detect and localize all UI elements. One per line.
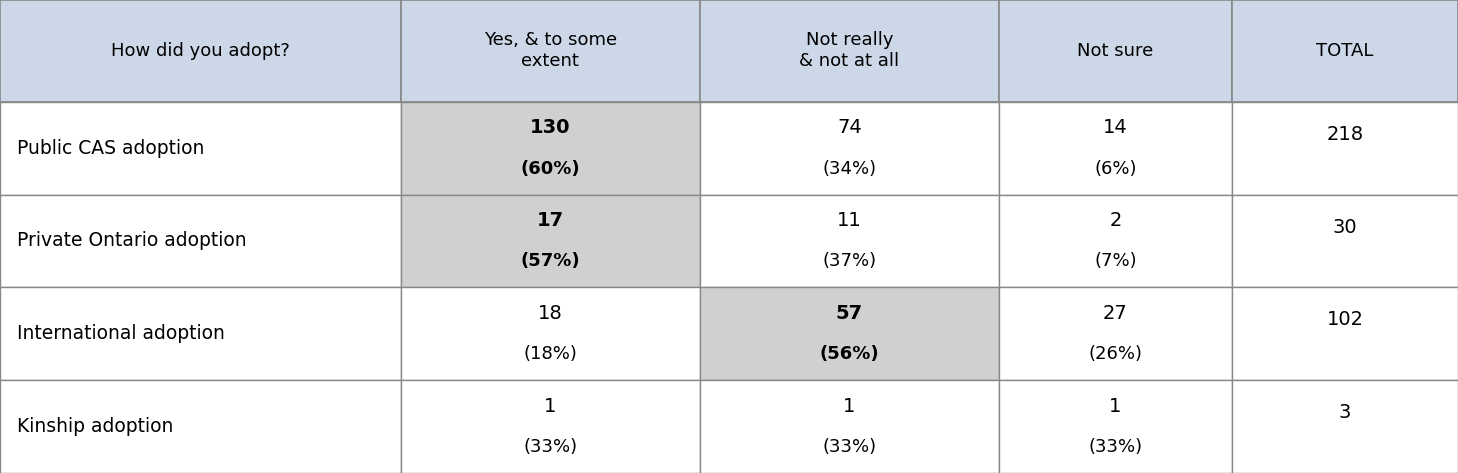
Text: 14: 14: [1104, 118, 1127, 137]
Text: (33%): (33%): [1088, 438, 1143, 456]
Bar: [1232, 194, 1458, 287]
Bar: [401, 102, 700, 194]
Text: How did you adopt?: How did you adopt?: [111, 42, 290, 60]
Text: Public CAS adoption: Public CAS adoption: [17, 139, 206, 158]
Bar: [0, 380, 401, 473]
Text: (18%): (18%): [523, 345, 577, 363]
Bar: [0, 102, 401, 194]
Text: 3: 3: [1338, 403, 1352, 422]
Text: (57%): (57%): [521, 253, 580, 271]
Bar: [401, 194, 700, 287]
Text: 11: 11: [837, 211, 862, 230]
Text: 30: 30: [1333, 218, 1357, 236]
Text: (7%): (7%): [1094, 253, 1137, 271]
Text: Private Ontario adoption: Private Ontario adoption: [17, 231, 246, 250]
Text: 1: 1: [843, 397, 856, 416]
Text: (33%): (33%): [822, 438, 876, 456]
Text: Yes, & to some
extent: Yes, & to some extent: [484, 31, 617, 70]
Text: (34%): (34%): [822, 159, 876, 177]
Bar: [700, 380, 999, 473]
Bar: [700, 0, 999, 102]
Text: Not really
& not at all: Not really & not at all: [799, 31, 900, 70]
Bar: [1232, 0, 1458, 102]
Text: (6%): (6%): [1094, 159, 1137, 177]
Text: 218: 218: [1327, 125, 1363, 144]
Text: (33%): (33%): [523, 438, 577, 456]
Text: 18: 18: [538, 304, 563, 323]
Bar: [0, 287, 401, 380]
Bar: [999, 287, 1232, 380]
Text: 57: 57: [835, 304, 863, 323]
Text: 2: 2: [1110, 211, 1121, 230]
Bar: [999, 102, 1232, 194]
Text: 102: 102: [1327, 310, 1363, 329]
Text: 1: 1: [544, 397, 557, 416]
Text: International adoption: International adoption: [17, 324, 226, 343]
Bar: [401, 0, 700, 102]
Bar: [999, 380, 1232, 473]
Bar: [0, 0, 401, 102]
Bar: [700, 287, 999, 380]
Text: TOTAL: TOTAL: [1317, 42, 1373, 60]
Bar: [401, 287, 700, 380]
Text: 130: 130: [531, 118, 570, 137]
Text: Not sure: Not sure: [1077, 42, 1153, 60]
Text: (60%): (60%): [521, 159, 580, 177]
Bar: [999, 0, 1232, 102]
Bar: [1232, 380, 1458, 473]
Bar: [1232, 287, 1458, 380]
Bar: [401, 380, 700, 473]
Bar: [999, 194, 1232, 287]
Text: (26%): (26%): [1088, 345, 1143, 363]
Bar: [1232, 102, 1458, 194]
Text: 74: 74: [837, 118, 862, 137]
Text: 17: 17: [537, 211, 564, 230]
Text: (56%): (56%): [819, 345, 879, 363]
Text: 1: 1: [1110, 397, 1121, 416]
Text: (37%): (37%): [822, 253, 876, 271]
Bar: [0, 194, 401, 287]
Bar: [700, 102, 999, 194]
Text: Kinship adoption: Kinship adoption: [17, 417, 174, 436]
Bar: [700, 194, 999, 287]
Text: 27: 27: [1104, 304, 1127, 323]
